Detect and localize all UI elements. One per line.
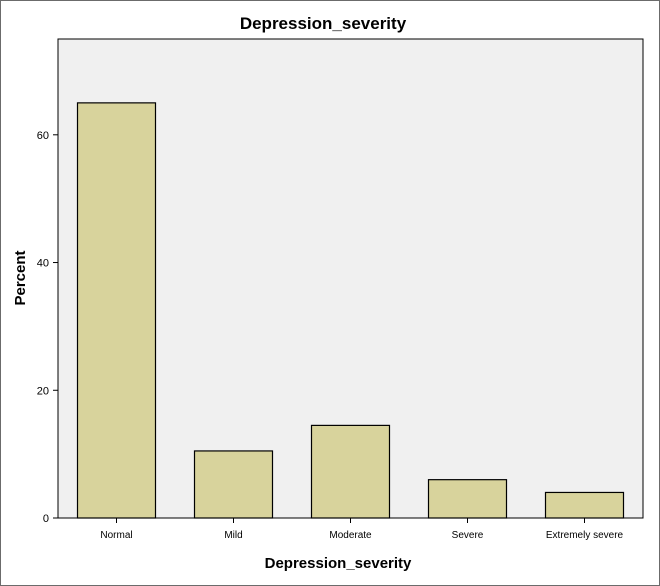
bar-extremely-severe [544, 491, 625, 519]
y-tick-label: 60 [37, 130, 49, 142]
x-axis: Normal Mild Moderate Severe Extremely severe [100, 518, 624, 541]
y-axis-label: Percent [12, 250, 29, 305]
y-tick-label: 0 [43, 513, 49, 525]
bar-mild [193, 450, 274, 519]
x-axis-label: Depression_severity [265, 555, 412, 572]
x-tick-label: Moderate [329, 530, 372, 541]
x-tick-label: Extremely severe [546, 530, 624, 541]
x-tick-label: Mild [224, 530, 242, 541]
chart-title: Depression_severity [240, 14, 407, 33]
y-tick-label: 40 [37, 258, 49, 270]
x-tick-label: Severe [452, 530, 484, 541]
x-tick-label: Normal [100, 530, 132, 541]
bar-normal [76, 102, 157, 519]
bar-moderate [310, 424, 391, 519]
y-axis: 0 20 40 60 [37, 130, 58, 525]
bar-severe [427, 479, 508, 519]
y-tick-label: 20 [37, 385, 49, 397]
